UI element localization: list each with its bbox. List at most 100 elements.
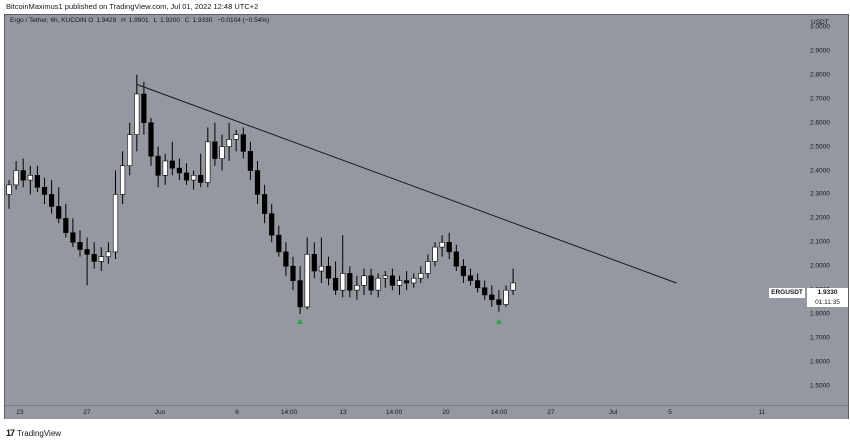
last-price-box: 1.9330 01:11:35	[807, 288, 848, 307]
bar-countdown: 01:11:35	[815, 298, 840, 306]
candle-down	[212, 141, 218, 159]
candle-down	[141, 93, 147, 123]
candle-up	[503, 289, 509, 305]
candle-down	[311, 253, 317, 272]
candle-up	[318, 265, 325, 272]
support-marker-icon	[297, 318, 303, 324]
candle-down	[254, 170, 261, 195]
candle-up	[361, 275, 367, 286]
candle-up	[396, 280, 403, 286]
plot-area[interactable]	[5, 15, 806, 405]
candle-down	[325, 265, 332, 279]
low-label: L	[153, 17, 158, 24]
candle-down	[183, 172, 190, 181]
x-tick-label: 5	[668, 409, 672, 416]
close-label: C	[184, 17, 190, 24]
candle-down	[453, 251, 459, 267]
y-tick-label: 2.3000	[810, 190, 830, 198]
candle-down	[247, 151, 254, 171]
y-tick-label: 1.6000	[810, 358, 830, 366]
candle-down	[489, 294, 495, 301]
candle-up	[219, 146, 225, 159]
candle-down	[467, 275, 474, 281]
candle-up	[439, 242, 445, 248]
x-tick-label: 14:00	[490, 409, 508, 416]
candle-up	[418, 273, 424, 279]
y-axis-unit: USDT	[811, 19, 829, 26]
brand-name: TradingView	[17, 428, 62, 438]
candle-up	[13, 170, 19, 186]
candle-up	[120, 165, 126, 195]
symbol-name: Ergo / Tether, 6h, KUCOIN	[10, 17, 87, 24]
x-tick-label: Jul	[608, 409, 618, 416]
x-tick-label: 14:00	[280, 409, 298, 416]
candle-down	[482, 287, 488, 296]
high-label: H	[121, 17, 126, 24]
candle-up	[425, 261, 431, 274]
candle-down	[77, 242, 83, 250]
low-value: 1.9200	[160, 17, 180, 24]
candle-up	[205, 141, 211, 183]
candle-up	[375, 277, 381, 291]
y-tick-label: 2.4000	[810, 167, 830, 175]
candle-down	[176, 167, 183, 174]
candle-up	[105, 251, 111, 257]
high-value: 1.9901	[128, 17, 149, 24]
candle-down	[403, 280, 410, 284]
y-tick-label: 1.8000	[810, 310, 830, 318]
y-tick-label: 1.5000	[810, 382, 830, 390]
candle-up	[510, 282, 516, 291]
candle-down	[368, 275, 374, 291]
candle-down	[70, 232, 76, 243]
candle-down	[20, 170, 26, 181]
y-tick-label: 3.0000	[810, 23, 830, 31]
candle-down	[474, 280, 481, 289]
candle-down	[389, 275, 396, 286]
candle-up	[354, 285, 360, 291]
y-tick-label: 2.0000	[810, 262, 830, 270]
candle-up	[98, 256, 104, 262]
candle-down	[460, 265, 467, 277]
x-tick-label: 20	[442, 409, 450, 416]
price-axis[interactable]	[806, 15, 848, 405]
y-tick-label: 2.7000	[810, 95, 830, 103]
candle-down	[48, 194, 55, 207]
candle-down	[269, 213, 275, 236]
candle-down	[240, 134, 246, 152]
candle-down	[155, 155, 161, 176]
candle-up	[112, 194, 119, 253]
x-tick-label: Jun	[154, 409, 166, 416]
candle-down	[290, 265, 296, 281]
publisher-header: BitcoinMaximus1 published on TradingView…	[0, 0, 850, 14]
candle-down	[198, 175, 204, 183]
candle-up	[382, 275, 388, 279]
descending-trendline[interactable]	[136, 83, 677, 284]
candle-down	[347, 273, 353, 291]
change-value: −0.0104 (−0.54%)	[217, 17, 270, 24]
candle-up	[340, 273, 346, 291]
time-axis[interactable]	[5, 405, 848, 419]
candle-up	[411, 277, 417, 284]
tradingview-brand[interactable]: 17 TradingView	[6, 428, 61, 438]
candle-up	[6, 184, 12, 195]
y-tick-label: 1.7000	[810, 334, 830, 342]
candle-up	[127, 134, 133, 167]
candle-down	[496, 299, 502, 305]
symbol-legend: Ergo / Tether, 6h, KUCOIN O 1.9429 H 1.990…	[10, 17, 269, 24]
candle-down	[169, 160, 175, 169]
open-label: O	[88, 17, 94, 24]
candle-up	[134, 93, 140, 135]
candle-up	[432, 246, 438, 262]
candle-down	[56, 206, 62, 219]
x-tick-label: 27	[83, 409, 91, 416]
candle-up	[233, 134, 239, 140]
candle-down	[34, 175, 41, 188]
candle-up	[162, 160, 168, 176]
y-tick-label: 2.9000	[810, 47, 830, 55]
candle-down	[41, 186, 48, 195]
x-tick-label: 13	[339, 409, 347, 416]
candle-up	[226, 139, 232, 147]
candle-down	[332, 277, 339, 291]
candle-down	[91, 253, 97, 262]
candle-down	[297, 280, 303, 308]
